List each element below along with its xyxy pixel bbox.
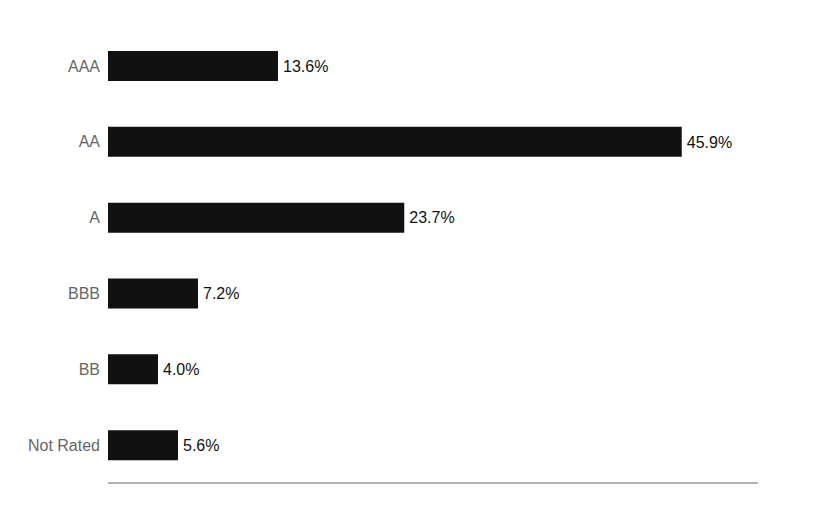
svg-text:13.6%: 13.6% xyxy=(283,58,328,75)
svg-text:AA: AA xyxy=(79,133,101,150)
svg-text:A: A xyxy=(89,209,100,226)
svg-text:4.0%: 4.0% xyxy=(163,361,199,378)
svg-text:23.7%: 23.7% xyxy=(409,209,454,226)
svg-text:Not Rated: Not Rated xyxy=(28,437,100,454)
svg-text:BB: BB xyxy=(79,361,100,378)
svg-text:BBB: BBB xyxy=(68,285,100,302)
svg-text:5.6%: 5.6% xyxy=(183,437,219,454)
svg-text:AAA: AAA xyxy=(68,58,100,75)
svg-text:45.9%: 45.9% xyxy=(687,134,732,151)
svg-text:7.2%: 7.2% xyxy=(203,285,239,302)
